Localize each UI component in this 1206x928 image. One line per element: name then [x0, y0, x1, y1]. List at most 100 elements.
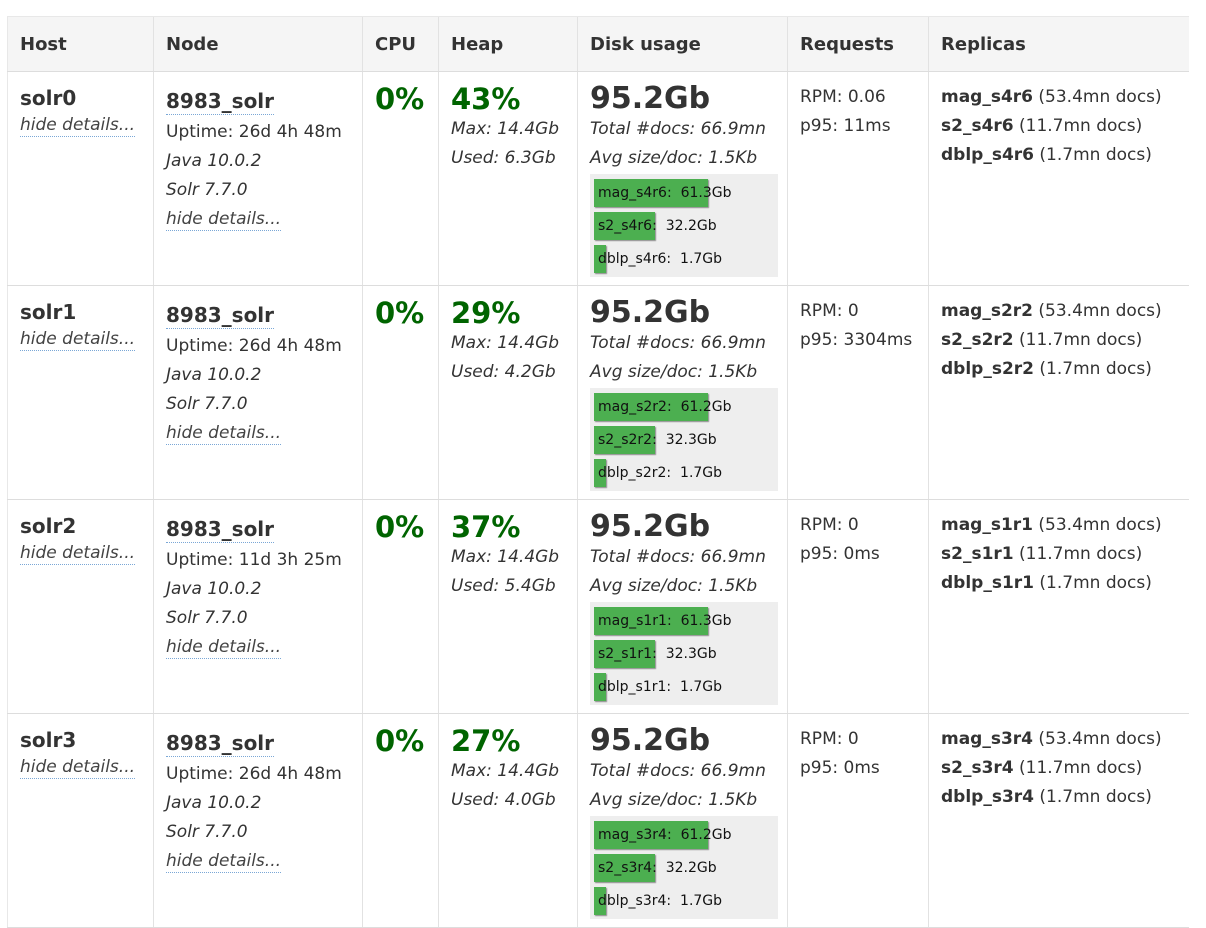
node-hide-details-link[interactable]: hide details... [166, 209, 281, 231]
column-header-cpu[interactable]: CPU [362, 16, 439, 72]
disk-bar-fill [594, 393, 708, 421]
replica-doc-count: (1.7mn docs) [1039, 359, 1152, 379]
cpu-percent: 0% [375, 510, 425, 544]
column-header-requests[interactable]: Requests [787, 16, 929, 72]
disk-bar-fill [594, 887, 606, 915]
disk-bar-row: s2_s3r4: 32.2Gb [594, 854, 778, 882]
disk-bar-label: s2_s4r6: [598, 218, 657, 234]
heap-percent: 27% [451, 724, 521, 758]
column-header-node[interactable]: Node [153, 16, 363, 72]
requests-p95: p95: 11ms [800, 116, 891, 136]
replica-list: mag_s3r4 (53.4mn docs) s2_s3r4 (11.7mn do… [941, 725, 1189, 812]
node-name-link[interactable]: 8983_solr [166, 303, 275, 329]
host-hide-details-link[interactable]: hide details... [20, 543, 135, 565]
node-hide-details-link[interactable]: hide details... [166, 423, 281, 445]
replica-doc-count: (11.7mn docs) [1019, 330, 1143, 350]
replica-name[interactable]: s2_s2r2 [941, 330, 1014, 350]
requests-cell: RPM: 0 p95: 3304ms [787, 285, 929, 500]
node-name-link[interactable]: 8983_solr [166, 731, 275, 757]
disk-bar-label: dblp_s2r2: [598, 465, 672, 481]
host-cell: solr1 hide details... [7, 285, 154, 500]
replica-name[interactable]: s2_s3r4 [941, 758, 1014, 778]
disk-bar-row: dblp_s1r1: 1.7Gb [594, 673, 778, 701]
node-hide-details-link[interactable]: hide details... [166, 637, 281, 659]
host-hide-details-link[interactable]: hide details... [20, 115, 135, 137]
cpu-percent: 0% [375, 724, 425, 758]
disk-bar-fill [594, 245, 606, 273]
node-name-link[interactable]: 8983_solr [166, 517, 275, 543]
disk-bar-row: dblp_s2r2: 1.7Gb [594, 459, 778, 487]
replica-doc-count: (11.7mn docs) [1019, 544, 1143, 564]
heap-percent: 43% [451, 82, 521, 116]
replica-name[interactable]: dblp_s1r1 [941, 573, 1034, 593]
disk-bar-label: dblp_s1r1: [598, 679, 672, 695]
replica-name[interactable]: dblp_s3r4 [941, 787, 1034, 807]
replica-name[interactable]: mag_s3r4 [941, 729, 1034, 749]
disk-avg-size: Avg size/doc: 1.5Kb [590, 576, 758, 596]
disk-bar-fill [594, 640, 655, 668]
node-uptime: Uptime: 26d 4h 48m [166, 764, 342, 784]
requests-rpm: RPM: 0 [800, 515, 859, 535]
disk-bar-fill [594, 459, 606, 487]
disk-bar-size: 61.3Gb [680, 613, 732, 629]
disk-bar-size: 32.2Gb [665, 218, 717, 234]
replicas-cell: mag_s1r1 (53.4mn docs) s2_s1r1 (11.7mn do… [928, 499, 1189, 714]
disk-bar-size: 1.7Gb [680, 679, 723, 695]
replica-doc-count: (53.4mn docs) [1038, 87, 1162, 107]
disk-total: 95.2Gb [590, 509, 711, 544]
disk-usage-bars: mag_s3r4: 61.2Gb s2_s3r4: 32.2Gb dblp_s3r4… [590, 816, 778, 919]
disk-bar-text: dblp_s3r4: 1.7Gb [594, 887, 778, 915]
cpu-cell: 0% [362, 285, 439, 500]
replica-item: s2_s2r2 (11.7mn docs) [941, 326, 1189, 355]
column-header-heap[interactable]: Heap [438, 16, 578, 72]
replica-doc-count: (11.7mn docs) [1019, 116, 1143, 136]
node-hide-details-link[interactable]: hide details... [166, 851, 281, 873]
disk-bar-label: s2_s3r4: [598, 860, 657, 876]
node-solr-version: Solr 7.7.0 [166, 822, 248, 842]
heap-max: Max: 14.4Gb [451, 547, 560, 567]
disk-bar-fill [594, 179, 708, 207]
host-hide-details-link[interactable]: hide details... [20, 757, 135, 779]
requests-cell: RPM: 0.06 p95: 11ms [787, 71, 929, 286]
disk-bar-size: 1.7Gb [680, 893, 723, 909]
replica-list: mag_s4r6 (53.4mn docs) s2_s4r6 (11.7mn do… [941, 83, 1189, 170]
disk-bar-label: dblp_s3r4: [598, 893, 672, 909]
node-uptime: Uptime: 11d 3h 25m [166, 550, 342, 570]
table-header: Host Node CPU Heap Disk usage Requests R… [7, 16, 1189, 72]
node-name-link[interactable]: 8983_solr [166, 89, 275, 115]
disk-bar-label: s2_s1r1: [598, 646, 657, 662]
disk-bar-text: dblp_s1r1: 1.7Gb [594, 673, 778, 701]
column-header-host[interactable]: Host [7, 16, 154, 72]
replica-name[interactable]: mag_s1r1 [941, 515, 1034, 535]
disk-avg-size: Avg size/doc: 1.5Kb [590, 790, 758, 810]
table-row: solr2 hide details... 8983_solr Uptime: … [7, 499, 1189, 714]
replica-name[interactable]: mag_s4r6 [941, 87, 1034, 107]
replica-name[interactable]: dblp_s2r2 [941, 359, 1034, 379]
disk-bar-row: mag_s4r6: 61.3Gb [594, 179, 778, 207]
replica-name[interactable]: s2_s4r6 [941, 116, 1014, 136]
table-row: solr3 hide details... 8983_solr Uptime: … [7, 713, 1189, 928]
node-java-version: Java 10.0.2 [166, 365, 262, 385]
heap-cell: 29% Max: 14.4Gb Used: 4.2Gb [438, 285, 578, 500]
heap-cell: 27% Max: 14.4Gb Used: 4.0Gb [438, 713, 578, 928]
disk-bar-text: mag_s1r1: 61.3Gb [594, 607, 778, 635]
replica-doc-count: (53.4mn docs) [1038, 729, 1162, 749]
node-java-version: Java 10.0.2 [166, 793, 262, 813]
disk-bar-row: mag_s2r2: 61.2Gb [594, 393, 778, 421]
column-header-disk-usage[interactable]: Disk usage [577, 16, 788, 72]
host-hide-details-link[interactable]: hide details... [20, 329, 135, 351]
disk-bar-fill [594, 821, 708, 849]
heap-used: Used: 4.2Gb [451, 362, 556, 382]
node-cell: 8983_solr Uptime: 11d 3h 25m Java 10.0.2… [153, 499, 363, 714]
replica-name[interactable]: mag_s2r2 [941, 301, 1034, 321]
disk-bar-size: 61.3Gb [680, 185, 732, 201]
table-row: solr1 hide details... 8983_solr Uptime: … [7, 285, 1189, 500]
host-name: solr0 [20, 86, 77, 110]
heap-max: Max: 14.4Gb [451, 761, 560, 781]
replica-name[interactable]: s2_s1r1 [941, 544, 1014, 564]
node-cell: 8983_solr Uptime: 26d 4h 48m Java 10.0.2… [153, 713, 363, 928]
host-cell: solr0 hide details... [7, 71, 154, 286]
requests-cell: RPM: 0 p95: 0ms [787, 713, 929, 928]
replica-name[interactable]: dblp_s4r6 [941, 145, 1034, 165]
column-header-replicas[interactable]: Replicas [928, 16, 1189, 72]
